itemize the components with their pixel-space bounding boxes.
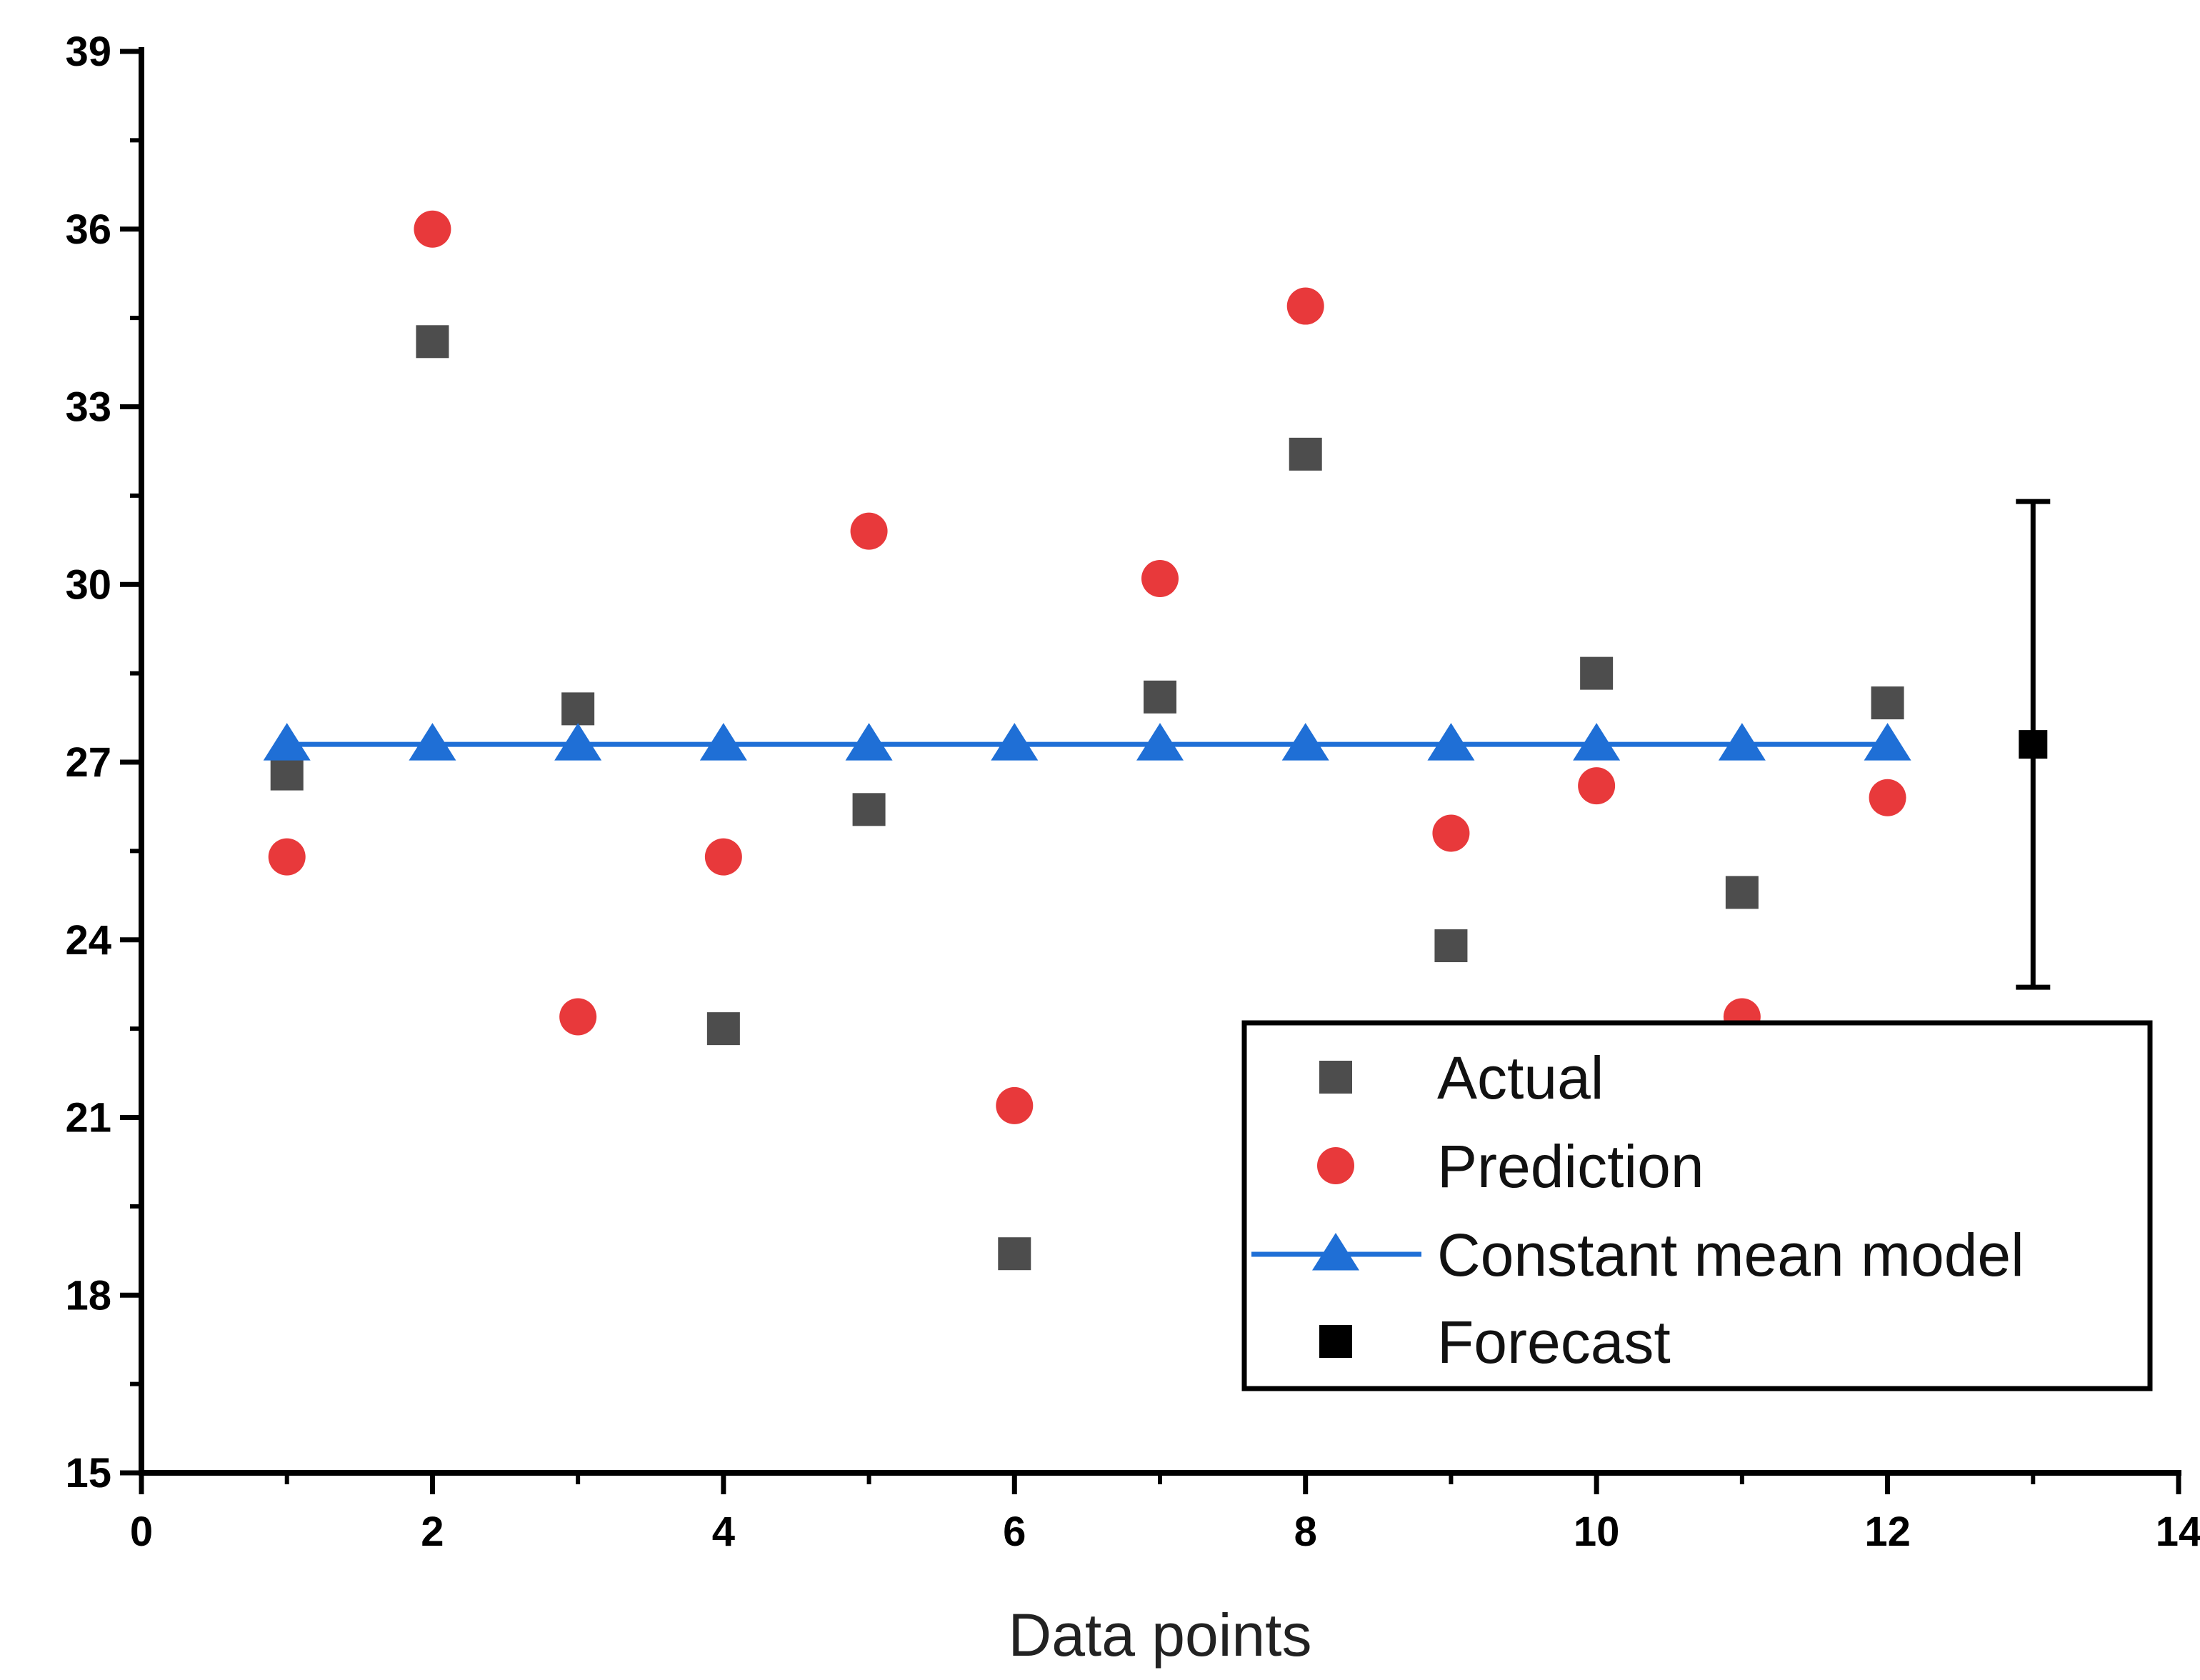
actual-point xyxy=(1871,686,1904,720)
legend-label: Actual xyxy=(1437,1044,1604,1111)
prediction-point xyxy=(1869,779,1906,816)
actual-point xyxy=(1144,680,1176,714)
y-tick-label: 27 xyxy=(65,739,111,786)
y-tick-label: 24 xyxy=(65,917,111,964)
actual-point xyxy=(1725,876,1759,909)
constant-mean-point xyxy=(554,723,602,761)
legend-symbol-1 xyxy=(1317,1147,1354,1184)
prediction-point xyxy=(1141,559,1179,597)
constant-mean-point xyxy=(409,723,456,761)
actual-point xyxy=(706,1012,740,1046)
x-tick-label: 6 xyxy=(1003,1509,1026,1555)
y-tick-label: 36 xyxy=(65,206,111,253)
actual-point xyxy=(998,1237,1031,1271)
prediction-point xyxy=(1286,287,1324,325)
constant-mean-point xyxy=(1573,723,1621,761)
x-tick-label: 0 xyxy=(130,1509,153,1555)
x-tick-label: 8 xyxy=(1294,1509,1317,1555)
y-tick-label: 30 xyxy=(65,561,111,608)
legend-symbol-0 xyxy=(1319,1061,1352,1094)
constant-mean-point xyxy=(845,723,893,761)
legend-box xyxy=(1241,1020,2153,1391)
constant-mean-point xyxy=(1864,723,1911,761)
constant-mean-point xyxy=(1281,723,1329,761)
actual-point xyxy=(1580,656,1614,690)
y-tick-label: 33 xyxy=(65,384,111,431)
legend-symbol-2 xyxy=(1312,1233,1359,1271)
legend-symbol-3 xyxy=(1319,1325,1352,1358)
x-tick-label: 2 xyxy=(421,1509,444,1555)
x-tick-label: 14 xyxy=(2156,1509,2200,1555)
prediction-point xyxy=(1432,814,1470,852)
constant-mean-point xyxy=(699,723,747,761)
actual-point xyxy=(852,793,886,826)
x-axis-title: Data points xyxy=(1009,1601,1312,1669)
actual-point xyxy=(416,325,449,359)
prediction-point xyxy=(996,1086,1034,1124)
plot-area xyxy=(263,210,2051,1271)
legend-label: Constant mean model xyxy=(1437,1221,2024,1289)
actual-point xyxy=(1434,929,1468,963)
constant-mean-point xyxy=(1718,723,1766,761)
prediction-point xyxy=(704,838,742,876)
actual-point xyxy=(1289,437,1322,471)
x-tick-label: 4 xyxy=(712,1509,735,1555)
constant-mean-point xyxy=(1427,723,1475,761)
x-tick-label: 10 xyxy=(1574,1509,1620,1555)
constant-mean-point xyxy=(991,723,1039,761)
y-tick-label: 21 xyxy=(65,1095,111,1141)
prediction-point xyxy=(1578,767,1616,805)
forecast-point xyxy=(2019,730,2048,759)
legend-label: Prediction xyxy=(1437,1133,1704,1200)
constant-mean-point xyxy=(1136,723,1184,761)
y-tick-label: 39 xyxy=(65,29,111,75)
x-tick-label: 12 xyxy=(1864,1509,1911,1555)
constant-mean-point xyxy=(263,723,311,761)
actual-point xyxy=(561,692,595,726)
actual-point xyxy=(270,757,304,791)
prediction-point xyxy=(850,512,888,550)
prediction-point xyxy=(268,838,306,876)
prediction-point xyxy=(414,210,451,248)
y-tick-label: 18 xyxy=(65,1272,111,1319)
y-tick-label: 15 xyxy=(65,1450,111,1496)
legend: Actual Prediction Constant mean model Forec… xyxy=(1241,1020,2153,1391)
legend-label: Forecast xyxy=(1437,1309,1671,1376)
prediction-point xyxy=(559,998,597,1036)
